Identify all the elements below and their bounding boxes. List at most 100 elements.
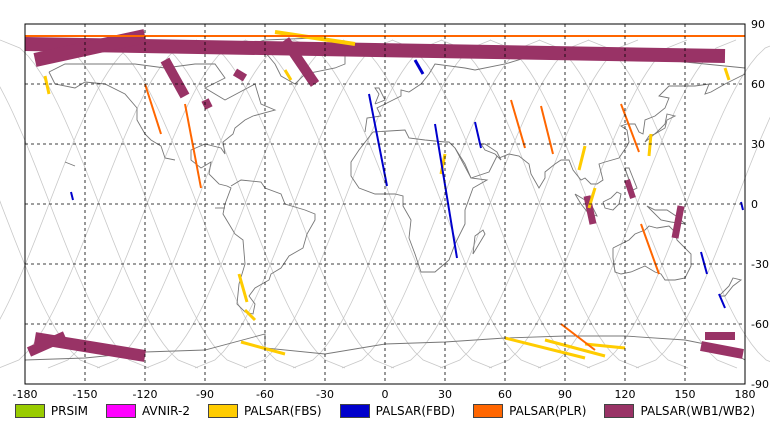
swath-fbs [504, 336, 586, 360]
legend-swatch-palsar-wb [604, 404, 635, 418]
lon-tick-label: -90 [196, 388, 214, 400]
swath-fbs [237, 273, 249, 303]
swath-fbs [274, 30, 356, 46]
legend-swatch-prism [14, 404, 45, 418]
coastline [64, 161, 76, 167]
swath-fbs [243, 308, 257, 322]
coastline [646, 205, 687, 225]
swath-fbd [368, 93, 388, 187]
orbit-track [440, 39, 640, 369]
legend-label-palsar-fbd: PALSAR(FBD) [375, 404, 456, 418]
swath-plr [144, 83, 162, 135]
swath-wb [232, 68, 248, 82]
swath-fbs [587, 187, 597, 209]
swath-wb [700, 341, 744, 359]
coastline [602, 191, 622, 211]
lon-tick-label: 90 [558, 388, 572, 400]
swath-wb [26, 331, 68, 357]
latitude-labels: 90 60 30 0 -30 -60 -90 [751, 18, 769, 391]
lat-tick-label: -30 [751, 258, 769, 271]
swath-fbs [647, 133, 653, 157]
swath-fbs [43, 75, 51, 95]
legend: PRSIM AVNIR-2 PALSAR(FBS) PALSAR(FBD) PA… [0, 400, 770, 422]
orbit-track [97, 39, 297, 369]
orbit-track [0, 200, 101, 369]
legend-swatch-palsar-plr [473, 404, 504, 418]
coastline [718, 277, 743, 297]
swath-wb [201, 98, 213, 110]
swath-wb [160, 57, 190, 99]
lon-tick-label: -120 [133, 388, 158, 400]
legend-item-palsar-fbs: PALSAR(FBS) [207, 404, 322, 418]
coastline [472, 229, 486, 255]
coastline [612, 225, 692, 281]
swath-wb [624, 179, 636, 199]
swath-fbs [577, 145, 587, 171]
lon-tick-label: 150 [675, 388, 696, 400]
swath-fbs [584, 342, 626, 350]
swath-fbd [718, 293, 726, 309]
orbit-track [146, 39, 346, 369]
longitude-labels: -180 -150 -120 -90 -60 -30 0 30 60 90 120 150 180 [13, 388, 756, 400]
map-frame [24, 23, 746, 385]
coastline [374, 87, 386, 105]
lat-tick-label: -90 [751, 378, 769, 391]
swath-fbd [740, 201, 744, 211]
swath-plr [540, 105, 554, 155]
lon-tick-label: 180 [735, 388, 756, 400]
coastline [48, 63, 316, 315]
swath-fbs [723, 67, 731, 81]
legend-swatch-palsar-fbd [339, 404, 370, 418]
coastline [48, 71, 176, 161]
swath-wb [33, 29, 147, 67]
swath-fbd [70, 191, 74, 201]
legend-item-palsar-wb: PALSAR(WB1/WB2) [604, 404, 755, 418]
swath-fbd [474, 121, 482, 149]
lat-tick-label: 60 [751, 78, 765, 91]
swath-wb [583, 195, 597, 225]
swath-wb [671, 205, 685, 239]
swath-fbd [413, 59, 425, 75]
legend-label-avnir2: AVNIR-2 [141, 404, 190, 418]
lon-tick-label: 30 [438, 388, 452, 400]
coastlines [24, 37, 746, 361]
swath-fbs [283, 69, 293, 81]
swath-plr [510, 99, 526, 149]
legend-item-palsar-plr: PALSAR(PLR) [473, 404, 586, 418]
swath-plr [560, 323, 596, 351]
orbit-track [439, 39, 639, 369]
legend-item-prism: PRSIM [14, 404, 88, 418]
coastline [350, 129, 489, 273]
swath-wb [24, 37, 726, 63]
swath-plr [640, 223, 660, 275]
swath-fbd [700, 251, 708, 275]
observation-swaths [24, 29, 745, 362]
coverage-map: -180 -150 -120 -90 -60 -30 0 30 60 90 120 150 180 90… [0, 18, 770, 400]
coastline [624, 167, 638, 191]
lat-tick-label: 30 [751, 138, 765, 151]
legend-swatch-palsar-fbs [207, 404, 238, 418]
swath-fbd [434, 123, 458, 259]
legend-swatch-avnir2 [105, 404, 136, 418]
lat-tick-label: 90 [751, 18, 765, 31]
lat-tick-label: 0 [751, 198, 758, 211]
lat-tick-label: -60 [751, 318, 769, 331]
legend-label-palsar-wb: PALSAR(WB1/WB2) [640, 404, 756, 418]
swath-plr [620, 103, 640, 153]
lon-tick-label: 0 [382, 388, 389, 400]
coastline [454, 73, 746, 189]
lon-tick-label: -150 [73, 388, 98, 400]
legend-label-palsar-fbs: PALSAR(FBS) [243, 404, 322, 418]
swath-fbs [544, 338, 606, 358]
legend-label-palsar-plr: PALSAR(PLR) [509, 404, 587, 418]
swath-fbs [240, 340, 286, 356]
graticule [25, 24, 745, 384]
swath-wb [280, 37, 320, 87]
legend-item-palsar-fbd: PALSAR(FBD) [339, 404, 456, 418]
lon-tick-label: -30 [316, 388, 334, 400]
swath-plr [184, 103, 202, 189]
lon-tick-label: -180 [13, 388, 38, 400]
orbit-track [391, 39, 591, 369]
orbit-track [145, 39, 345, 369]
lon-tick-label: 120 [615, 388, 636, 400]
